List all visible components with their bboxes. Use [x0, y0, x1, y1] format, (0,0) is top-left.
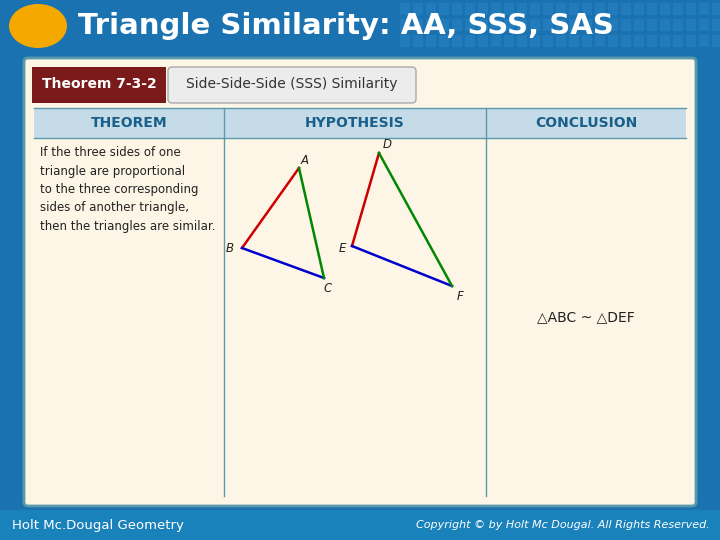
Text: B: B — [226, 241, 234, 254]
Bar — [0, 0, 720, 52]
Bar — [660, 3, 670, 15]
Bar — [634, 3, 644, 15]
Bar — [478, 3, 488, 15]
Bar — [530, 19, 540, 31]
Bar — [426, 19, 436, 31]
Text: △ABC ~ △DEF: △ABC ~ △DEF — [537, 310, 635, 324]
Bar — [634, 19, 644, 31]
Bar — [452, 19, 462, 31]
Bar — [504, 35, 514, 47]
Bar — [582, 35, 592, 47]
Bar — [608, 3, 618, 15]
Text: D: D — [382, 138, 392, 152]
Bar — [673, 19, 683, 31]
Bar — [413, 19, 423, 31]
Text: F: F — [456, 289, 464, 302]
Bar — [543, 19, 553, 31]
Bar — [595, 19, 605, 31]
Bar — [699, 35, 709, 47]
Bar — [400, 3, 410, 15]
Bar — [530, 3, 540, 15]
Text: CONCLUSION: CONCLUSION — [535, 116, 637, 130]
Text: THEOREM: THEOREM — [91, 116, 167, 130]
Bar — [452, 3, 462, 15]
Bar — [400, 35, 410, 47]
Bar — [543, 3, 553, 15]
Bar — [517, 19, 527, 31]
Bar — [595, 35, 605, 47]
FancyBboxPatch shape — [24, 58, 696, 506]
Bar — [400, 19, 410, 31]
Text: Side-Side-Side (SSS) Similarity: Side-Side-Side (SSS) Similarity — [186, 77, 397, 91]
Bar — [712, 35, 720, 47]
Bar — [595, 3, 605, 15]
Bar — [439, 3, 449, 15]
Bar — [699, 3, 709, 15]
Bar — [647, 19, 657, 31]
Text: Theorem 7-3-2: Theorem 7-3-2 — [42, 77, 156, 91]
Ellipse shape — [9, 4, 67, 48]
Bar — [673, 35, 683, 47]
Text: HYPOTHESIS: HYPOTHESIS — [305, 116, 405, 130]
Bar — [647, 35, 657, 47]
FancyBboxPatch shape — [168, 67, 416, 103]
Bar — [647, 3, 657, 15]
Bar — [465, 19, 475, 31]
Bar — [569, 35, 579, 47]
Text: Holt Mc.Dougal Geometry: Holt Mc.Dougal Geometry — [12, 518, 184, 531]
Bar — [465, 35, 475, 47]
Bar — [530, 35, 540, 47]
Bar — [569, 19, 579, 31]
Bar — [621, 35, 631, 47]
FancyBboxPatch shape — [32, 67, 166, 103]
Bar — [608, 19, 618, 31]
Bar — [686, 35, 696, 47]
Text: If the three sides of one
triangle are proportional
to the three corresponding
s: If the three sides of one triangle are p… — [40, 146, 215, 233]
Bar — [491, 3, 501, 15]
Bar — [517, 35, 527, 47]
Bar — [452, 35, 462, 47]
Bar — [621, 19, 631, 31]
Bar — [660, 19, 670, 31]
Bar — [699, 19, 709, 31]
Bar — [504, 3, 514, 15]
Bar — [608, 35, 618, 47]
Bar — [34, 108, 686, 138]
Bar — [712, 3, 720, 15]
Bar — [673, 3, 683, 15]
Bar — [556, 3, 566, 15]
Bar — [0, 510, 720, 540]
Bar — [426, 3, 436, 15]
Bar — [491, 19, 501, 31]
Bar — [582, 3, 592, 15]
Bar — [660, 35, 670, 47]
Bar — [439, 19, 449, 31]
Bar — [465, 3, 475, 15]
Bar — [491, 35, 501, 47]
Bar — [582, 19, 592, 31]
Bar — [556, 19, 566, 31]
Text: E: E — [338, 241, 346, 254]
Bar — [621, 3, 631, 15]
Bar — [413, 35, 423, 47]
Bar — [686, 3, 696, 15]
Text: A: A — [301, 153, 309, 166]
Bar — [712, 19, 720, 31]
Text: C: C — [324, 281, 332, 294]
Bar — [543, 35, 553, 47]
Text: Copyright © by Holt Mc Dougal. All Rights Reserved.: Copyright © by Holt Mc Dougal. All Right… — [416, 520, 710, 530]
Bar — [634, 35, 644, 47]
Bar — [413, 3, 423, 15]
Bar — [556, 35, 566, 47]
Bar — [569, 3, 579, 15]
Text: Triangle Similarity: AA, SSS, SAS: Triangle Similarity: AA, SSS, SAS — [78, 12, 613, 40]
Bar — [478, 35, 488, 47]
Bar — [504, 19, 514, 31]
Bar — [426, 35, 436, 47]
Bar — [439, 35, 449, 47]
Bar — [478, 19, 488, 31]
Bar — [517, 3, 527, 15]
Bar — [686, 19, 696, 31]
